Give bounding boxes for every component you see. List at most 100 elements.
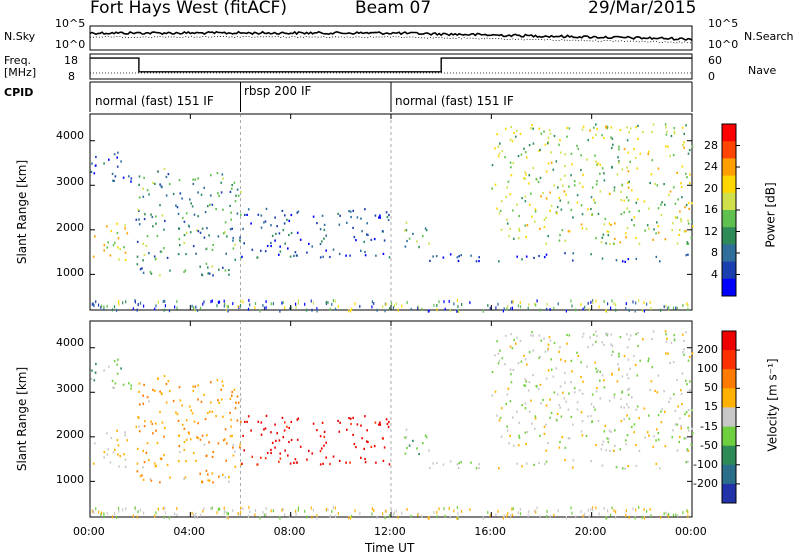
velocity-clutter-point (143, 511, 145, 515)
velocity-echo-point (235, 401, 237, 404)
velocity-echo-point (166, 463, 169, 466)
power-echo-point (533, 256, 535, 259)
velocity-echo-point (220, 388, 222, 391)
velocity-echo-point (605, 332, 607, 335)
power-echo-point (655, 232, 657, 235)
velocity-echo-point (332, 455, 335, 458)
power-echo-point (203, 236, 206, 239)
velocity-echo-point (316, 429, 318, 432)
velocity-echo-point (339, 421, 341, 424)
velocity-echo-point (683, 353, 685, 356)
power-clutter-point (139, 301, 142, 305)
power-echo-point (191, 205, 194, 208)
velocity-echo-point (456, 463, 459, 466)
power-echo-point (596, 180, 598, 183)
velocity-echo-point (149, 478, 152, 481)
power-echo-point (528, 144, 531, 147)
velocity-colorbar-swatch (722, 464, 736, 485)
power-echo-point (689, 173, 691, 176)
power-echo-point (157, 170, 159, 173)
power-echo-point (685, 254, 687, 257)
power-clutter-point (254, 306, 256, 310)
power-echo-point (139, 268, 142, 271)
power-clutter-point (143, 304, 145, 308)
velocity-echo-point (183, 477, 185, 480)
velocity-echo-point (126, 439, 129, 442)
power-echo-point (550, 151, 552, 154)
power-clutter-point (438, 300, 440, 304)
velocity-echo-point (405, 436, 408, 439)
velocity-echo-point (578, 389, 581, 392)
power-echo-point (565, 193, 567, 196)
velocity-echo-point (296, 418, 299, 421)
power-echo-point (424, 227, 427, 230)
velocity-colorbar-swatch (722, 445, 736, 466)
power-echo-point (500, 200, 503, 203)
power-clutter-point (665, 304, 667, 308)
velocity-echo-point (241, 462, 243, 465)
velocity-echo-point (325, 441, 327, 444)
velocity-clutter-point (284, 513, 286, 517)
velocity-clutter-point (528, 510, 530, 514)
velocity-echo-point (597, 419, 600, 422)
velocity-echo-point (559, 440, 561, 444)
power-echo-point (339, 214, 341, 217)
velocity-clutter-point (634, 516, 636, 520)
velocity-clutter-point (595, 506, 597, 510)
velocity-clutter-point (588, 515, 590, 519)
power-clutter-point (348, 309, 350, 313)
power-clutter-point (421, 307, 423, 311)
power-clutter-point (603, 300, 605, 303)
power-clutter-point (539, 308, 541, 312)
power-echo-point (264, 220, 267, 223)
velocity-clutter-point (297, 506, 300, 510)
velocity-echo-point (311, 452, 313, 455)
power-echo-point (274, 239, 276, 242)
velocity-echo-point (210, 381, 212, 384)
velocity-echo-point (196, 436, 198, 439)
power-echo-point (247, 208, 250, 211)
velocity-echo-point (681, 333, 684, 336)
velocity-echo-point (497, 352, 500, 355)
velocity-clutter-point (132, 514, 134, 518)
velocity-echo-point (381, 437, 384, 440)
power-clutter-point (676, 306, 679, 310)
power-echo-point (212, 274, 214, 277)
velocity-echo-point (230, 418, 232, 421)
velocity-echo-point (284, 449, 286, 452)
velocity-echo-point (498, 359, 501, 362)
velocity-clutter-point (100, 512, 102, 516)
power-echo-point (540, 195, 542, 198)
power-echo-point (207, 205, 209, 208)
power-echo-point (284, 242, 286, 245)
velocity-clutter-point (117, 506, 120, 510)
velocity-echo-point (286, 425, 288, 428)
velocity-echo-point (614, 444, 616, 447)
power-echo-point (457, 259, 460, 263)
power-echo-point (151, 215, 154, 219)
power-echo-point (166, 256, 169, 259)
velocity-echo-point (260, 433, 263, 436)
velocity-echo-point (168, 390, 171, 393)
power-echo-point (576, 144, 578, 147)
velocity-echo-point (534, 417, 537, 420)
velocity-echo-point (263, 428, 265, 431)
power-clutter-point (672, 306, 675, 310)
power-clutter-point (502, 309, 504, 313)
velocity-echo-point (379, 423, 382, 426)
velocity-echo-point (648, 414, 650, 417)
power-echo-point (602, 233, 605, 236)
velocity-echo-point (572, 459, 575, 462)
power-clutter-point (388, 307, 391, 311)
power-echo-point (319, 256, 322, 259)
velocity-echo-point (527, 389, 530, 392)
power-echo-point (590, 207, 592, 211)
power-clutter-point (527, 307, 529, 311)
nave-label: Nave (748, 64, 777, 77)
power-echo-point (553, 134, 556, 138)
power-echo-point (566, 126, 568, 130)
power-clutter-point (211, 299, 213, 303)
velocity-echo-point (163, 435, 165, 438)
power-echo-point (222, 177, 224, 180)
power-echo-point (422, 235, 424, 238)
